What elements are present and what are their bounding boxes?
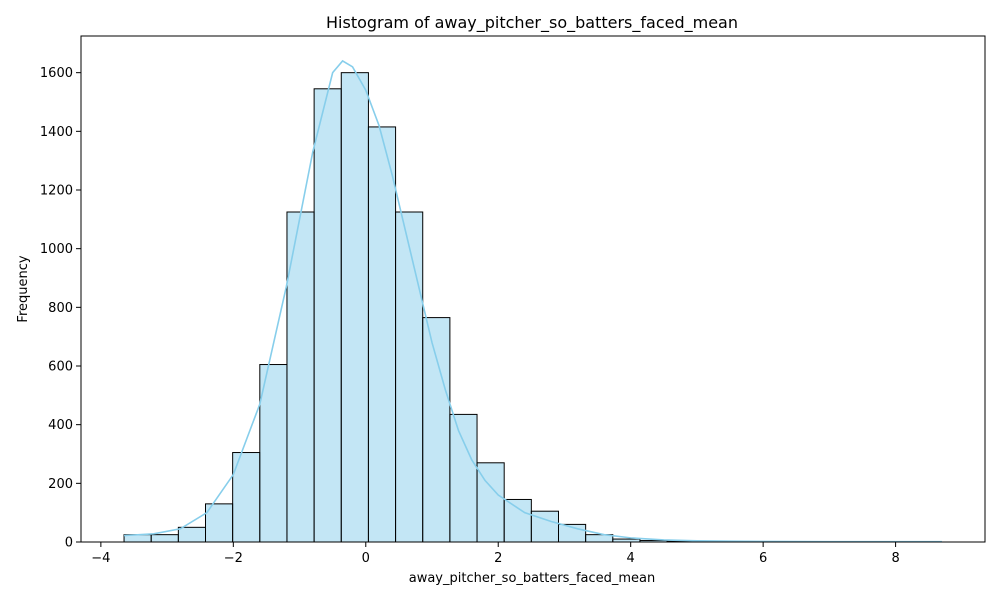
histogram-bar <box>150 534 179 543</box>
chart-title: Histogram of away_pitcher_so_batters_fac… <box>326 13 738 33</box>
histogram-bar <box>449 413 478 543</box>
x-tick-label: 6 <box>759 551 767 566</box>
histogram-bar <box>367 126 397 543</box>
histogram-bar <box>177 526 207 543</box>
x-tick-label: 4 <box>627 551 635 566</box>
histogram-bar <box>422 317 451 543</box>
y-axis-label: Frequency <box>16 255 31 322</box>
kde-curve <box>124 59 942 543</box>
x-tick-label: 8 <box>891 551 899 566</box>
histogram-bar <box>340 72 369 543</box>
y-axis-ticks: 0 200 400 600 800 1000 1200 1400 1600 <box>40 66 81 551</box>
x-axis-label: away_pitcher_so_batters_faced_mean <box>409 571 656 586</box>
histogram-bar <box>503 498 532 543</box>
y-tick-label: 200 <box>48 477 73 492</box>
y-tick-label: 400 <box>48 418 73 433</box>
histogram-bars <box>123 72 940 543</box>
y-tick-label: 600 <box>48 360 73 375</box>
x-axis-ticks: −4 −2 0 2 4 6 8 <box>91 542 900 566</box>
y-tick-label: 0 <box>65 536 73 551</box>
histogram-bar <box>395 211 424 543</box>
y-tick-label: 1400 <box>40 125 73 140</box>
y-tick-label: 1600 <box>40 66 73 81</box>
x-tick-label: −2 <box>224 551 243 566</box>
y-tick-label: 1000 <box>40 242 73 257</box>
x-tick-label: 2 <box>494 551 502 566</box>
histogram-bar <box>313 88 342 543</box>
histogram-bar <box>259 364 288 543</box>
plot-frame <box>80 35 986 543</box>
x-tick-label: −4 <box>91 551 110 566</box>
y-tick-label: 1200 <box>40 184 73 199</box>
y-tick-label: 800 <box>48 301 73 316</box>
x-tick-label: 0 <box>362 551 370 566</box>
